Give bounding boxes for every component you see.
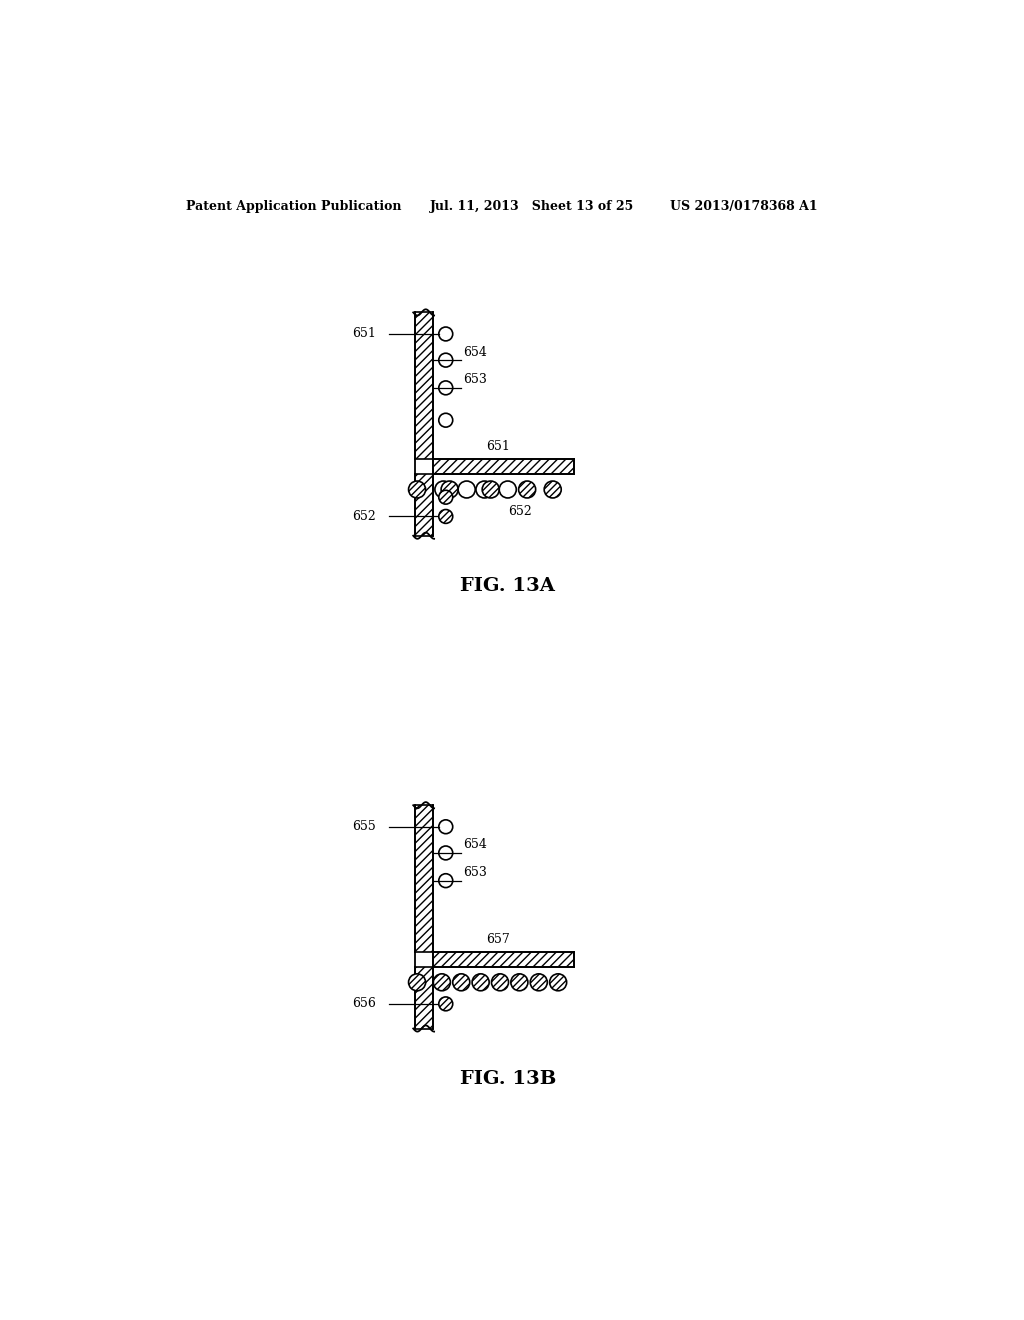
Circle shape [472, 974, 489, 991]
Circle shape [409, 480, 426, 498]
Text: Jul. 11, 2013   Sheet 13 of 25: Jul. 11, 2013 Sheet 13 of 25 [430, 199, 635, 213]
Bar [432, 459, 573, 474]
Circle shape [511, 974, 528, 991]
Circle shape [492, 974, 509, 991]
Text: 651: 651 [486, 441, 510, 453]
Circle shape [453, 974, 470, 991]
Text: FIG. 13B: FIG. 13B [460, 1069, 556, 1088]
Bar [415, 805, 432, 952]
Circle shape [409, 974, 426, 991]
Text: 654: 654 [463, 838, 486, 851]
Circle shape [482, 480, 500, 498]
Circle shape [433, 974, 451, 991]
Text: 653: 653 [463, 866, 486, 879]
Text: 652: 652 [352, 510, 376, 523]
Text: 657: 657 [486, 933, 510, 946]
Circle shape [544, 480, 561, 498]
Text: 651: 651 [352, 327, 376, 341]
Circle shape [438, 997, 453, 1011]
Circle shape [438, 490, 453, 504]
Text: 655: 655 [352, 820, 376, 833]
Circle shape [438, 510, 453, 524]
Text: 653: 653 [463, 374, 486, 387]
Text: US 2013/0178368 A1: US 2013/0178368 A1 [671, 199, 818, 213]
Circle shape [530, 974, 547, 991]
Circle shape [550, 974, 566, 991]
Bar [415, 313, 432, 459]
Text: 652: 652 [508, 506, 531, 517]
Text: 656: 656 [352, 998, 376, 1010]
Text: 654: 654 [463, 346, 486, 359]
Bar [432, 952, 573, 966]
Circle shape [518, 480, 536, 498]
Bar [415, 966, 432, 1028]
Bar [415, 474, 432, 536]
Text: Patent Application Publication: Patent Application Publication [186, 199, 401, 213]
Circle shape [441, 480, 458, 498]
Text: FIG. 13A: FIG. 13A [461, 577, 555, 595]
